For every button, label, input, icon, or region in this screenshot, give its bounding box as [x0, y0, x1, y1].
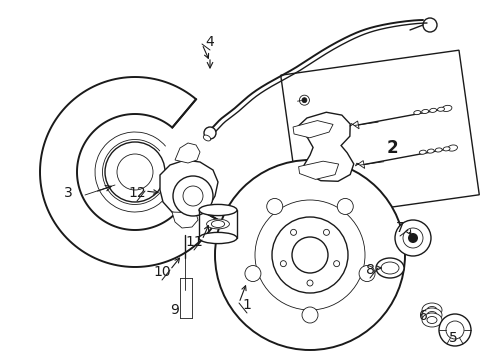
Text: 5: 5 — [449, 331, 457, 345]
Text: 4: 4 — [206, 35, 215, 49]
Circle shape — [267, 198, 283, 215]
Circle shape — [117, 154, 153, 190]
Text: 12: 12 — [128, 186, 146, 200]
Ellipse shape — [207, 219, 229, 229]
Ellipse shape — [435, 148, 442, 152]
Ellipse shape — [422, 109, 429, 113]
Circle shape — [245, 266, 261, 282]
Ellipse shape — [447, 145, 458, 151]
Circle shape — [403, 228, 423, 248]
Polygon shape — [172, 212, 198, 228]
Circle shape — [280, 261, 286, 267]
Circle shape — [307, 280, 313, 286]
Circle shape — [183, 186, 203, 206]
Text: 6: 6 — [418, 309, 427, 323]
Circle shape — [204, 127, 216, 139]
Ellipse shape — [203, 135, 211, 141]
Polygon shape — [175, 143, 200, 163]
Ellipse shape — [211, 220, 224, 228]
Ellipse shape — [422, 303, 442, 317]
Circle shape — [173, 176, 213, 216]
Circle shape — [395, 220, 431, 256]
Circle shape — [291, 229, 296, 235]
Circle shape — [302, 98, 307, 103]
Polygon shape — [298, 112, 354, 181]
Circle shape — [323, 229, 329, 235]
Circle shape — [423, 18, 437, 32]
Ellipse shape — [422, 308, 442, 322]
Circle shape — [299, 95, 309, 105]
Ellipse shape — [427, 311, 437, 319]
Ellipse shape — [427, 306, 437, 314]
Circle shape — [105, 142, 165, 202]
Ellipse shape — [427, 149, 434, 153]
Polygon shape — [298, 161, 339, 179]
Ellipse shape — [442, 105, 452, 112]
Circle shape — [272, 217, 348, 293]
Circle shape — [446, 321, 464, 339]
Ellipse shape — [430, 108, 437, 112]
Ellipse shape — [381, 262, 399, 274]
Polygon shape — [281, 50, 479, 220]
Text: 11: 11 — [185, 235, 203, 249]
Ellipse shape — [422, 313, 442, 327]
Ellipse shape — [427, 316, 437, 324]
Ellipse shape — [414, 111, 421, 114]
Text: 1: 1 — [243, 298, 251, 312]
Ellipse shape — [443, 147, 450, 151]
Ellipse shape — [199, 204, 237, 216]
Circle shape — [215, 160, 405, 350]
Polygon shape — [355, 161, 365, 168]
Ellipse shape — [438, 107, 444, 111]
Circle shape — [359, 266, 375, 282]
Text: 2: 2 — [386, 139, 398, 157]
Text: 7: 7 — [395, 221, 404, 235]
Polygon shape — [40, 77, 217, 267]
Ellipse shape — [419, 150, 426, 154]
Circle shape — [292, 237, 328, 273]
Circle shape — [439, 314, 471, 346]
Polygon shape — [350, 121, 359, 129]
Circle shape — [408, 233, 418, 243]
Circle shape — [337, 198, 353, 215]
Polygon shape — [160, 160, 218, 217]
Ellipse shape — [199, 233, 237, 244]
Polygon shape — [293, 121, 333, 138]
Text: 10: 10 — [153, 265, 171, 279]
Circle shape — [302, 307, 318, 323]
Text: 3: 3 — [64, 186, 73, 200]
Text: 9: 9 — [171, 303, 179, 317]
Text: 8: 8 — [366, 263, 374, 277]
Circle shape — [334, 261, 340, 267]
Ellipse shape — [376, 258, 404, 278]
